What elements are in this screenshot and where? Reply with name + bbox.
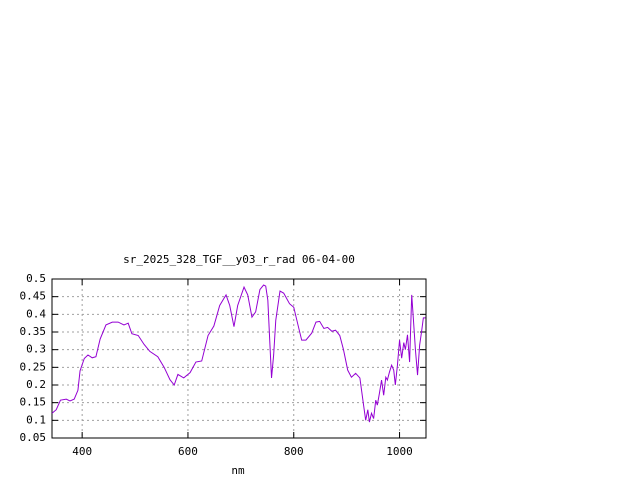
y-tick-label: 0.1 (26, 413, 46, 426)
x-tick-label: 600 (178, 445, 198, 458)
x-axis-label: nm (231, 464, 245, 477)
y-tick-label: 0.05 (20, 431, 47, 444)
chart-title: sr_2025_328_TGF__y03_r_rad 06-04-00 (123, 253, 355, 266)
y-tick-label: 0.4 (26, 307, 46, 320)
y-tick-label: 0.35 (20, 325, 47, 338)
y-tick-label: 0.3 (26, 343, 46, 356)
y-tick-label: 0.45 (20, 290, 47, 303)
x-tick-label: 800 (284, 445, 304, 458)
plot-border (51, 278, 427, 439)
y-tick-label: 0.5 (26, 272, 46, 285)
y-tick-label: 0.2 (26, 378, 46, 391)
x-tick-label: 400 (72, 445, 92, 458)
data-line (51, 284, 426, 423)
x-tick-label: 1000 (386, 445, 413, 458)
y-tick-label: 0.25 (20, 360, 47, 373)
y-tick-label: 0.15 (20, 396, 47, 409)
